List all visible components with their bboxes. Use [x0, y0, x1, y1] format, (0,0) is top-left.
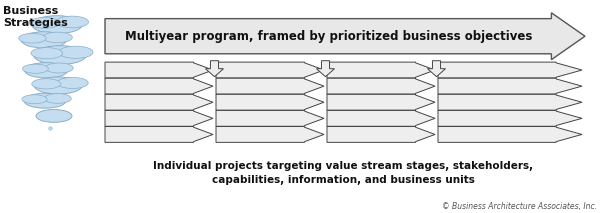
Polygon shape [216, 78, 324, 94]
Polygon shape [327, 94, 435, 110]
Circle shape [32, 79, 61, 89]
Circle shape [32, 16, 82, 34]
Circle shape [22, 95, 47, 104]
Circle shape [29, 17, 59, 28]
Circle shape [59, 46, 93, 58]
Polygon shape [327, 62, 435, 78]
Circle shape [19, 33, 46, 43]
Circle shape [43, 32, 73, 43]
Circle shape [24, 93, 66, 108]
Circle shape [36, 109, 72, 122]
Text: © Business Architecture Associates, Inc.: © Business Architecture Associates, Inc. [442, 202, 597, 211]
Polygon shape [105, 62, 213, 78]
Polygon shape [105, 13, 585, 60]
Polygon shape [327, 110, 435, 126]
Circle shape [56, 16, 89, 28]
Polygon shape [216, 62, 324, 78]
Polygon shape [438, 78, 582, 94]
Circle shape [25, 63, 68, 78]
Polygon shape [438, 62, 582, 78]
Polygon shape [105, 78, 213, 94]
Polygon shape [105, 110, 213, 126]
Polygon shape [105, 94, 213, 110]
Text: Multiyear program, framed by prioritized business objectives: Multiyear program, framed by prioritized… [125, 30, 532, 43]
Circle shape [22, 64, 49, 73]
Circle shape [45, 63, 73, 73]
Polygon shape [427, 61, 446, 77]
Circle shape [44, 94, 71, 103]
Circle shape [34, 77, 82, 94]
Circle shape [34, 46, 86, 65]
Polygon shape [205, 61, 223, 77]
Polygon shape [216, 94, 324, 110]
Text: Individual projects targeting value stream stages, stakeholders,
capabilities, i: Individual projects targeting value stre… [154, 161, 533, 184]
Polygon shape [327, 127, 435, 142]
Polygon shape [438, 94, 582, 110]
Polygon shape [438, 110, 582, 126]
Circle shape [31, 47, 62, 59]
Circle shape [21, 32, 67, 48]
Polygon shape [438, 127, 582, 142]
Text: Business
Strategies: Business Strategies [3, 6, 68, 28]
Polygon shape [327, 78, 435, 94]
Polygon shape [105, 127, 213, 142]
Circle shape [57, 77, 88, 88]
Polygon shape [216, 110, 324, 126]
Polygon shape [216, 127, 324, 142]
Polygon shape [317, 61, 335, 77]
